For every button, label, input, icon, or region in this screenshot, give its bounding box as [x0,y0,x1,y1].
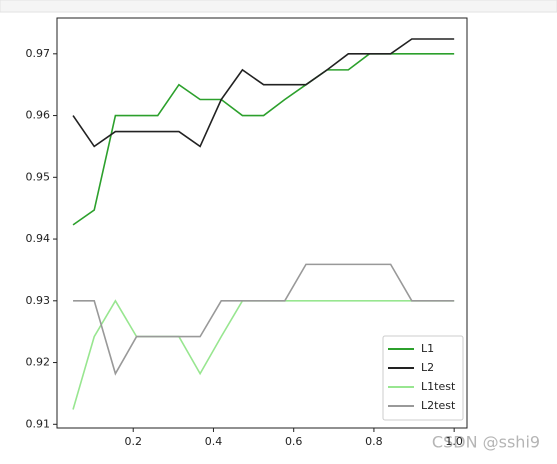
x-tick-label: 1.0 [445,435,463,448]
y-tick-label: 0.93 [26,294,51,307]
legend-label: L2test [421,399,456,412]
legend: L1 L2 L1test L2test [382,335,464,421]
legend-label: L2 [421,361,434,374]
series-line [72,53,455,226]
legend-box [382,335,464,421]
series-line [72,38,455,148]
watermark: CSDN @sshi9 [432,433,540,452]
y-tick-label: 0.94 [26,232,51,245]
x-tick-label: 0.6 [285,435,303,448]
y-tick-label: 0.91 [26,417,51,430]
top-bar [0,0,557,13]
y-tick-label: 0.97 [26,47,51,60]
x-tick-label: 0.8 [365,435,383,448]
y-tick-label: 0.92 [26,356,51,369]
legend-label: L1 [421,342,434,355]
series-line [73,263,455,376]
x-tick-label: 0.4 [205,435,223,448]
plot-frame [56,17,468,429]
y-tick-label: 0.96 [26,109,51,122]
x-tick-label: 0.2 [124,435,142,448]
y-tick-label: 0.95 [26,170,51,183]
legend-label: L1test [421,380,456,393]
